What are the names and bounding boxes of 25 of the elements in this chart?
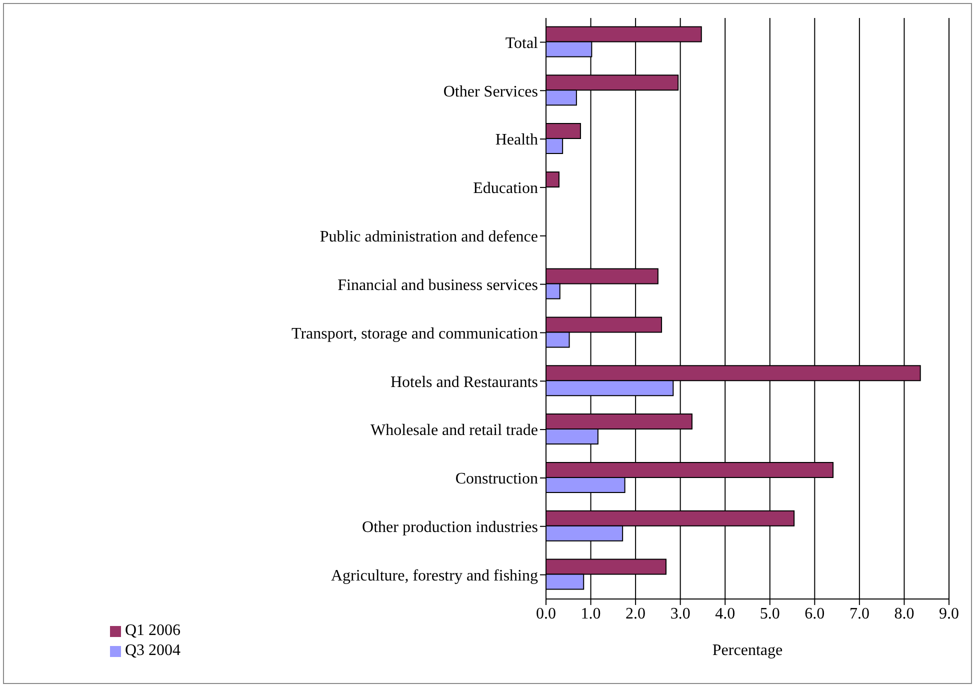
x-tick-label: 9.0 (939, 605, 959, 622)
x-tick-label: 7.0 (849, 605, 870, 622)
y-tick-label: Hotels and Restaurants (390, 374, 538, 391)
x-axis-title: Percentage (712, 642, 783, 659)
x-tick-label: 2.0 (626, 605, 646, 622)
y-tick-label: Health (495, 132, 538, 149)
y-tick-label: Wholesale and retail trade (370, 422, 538, 440)
x-tick-label: 8.0 (894, 605, 914, 622)
y-tick-label: Public administration and defence (320, 228, 538, 246)
x-tick-label: 6.0 (804, 605, 825, 622)
x-tick-label: 1.0 (580, 605, 601, 622)
x-tick-label: 4.0 (715, 605, 736, 622)
y-tick-label: Other production industries (362, 519, 538, 536)
y-tick-label: Education (473, 180, 538, 198)
y-tick-label: Agriculture, forestry and fishing (330, 567, 538, 584)
y-tick-label: Construction (455, 470, 538, 488)
y-tick-label: Total (505, 34, 539, 52)
x-tick-label: 0.0 (536, 605, 556, 622)
legend-label: Q3 2004 (125, 642, 181, 659)
y-tick-label: Transport, storage and communication (292, 325, 538, 342)
x-tick-label: 3.0 (670, 605, 690, 622)
legend-label: Q1 2006 (125, 622, 181, 639)
x-tick-label: 5.0 (760, 605, 780, 622)
y-tick-label: Other Services (443, 83, 538, 100)
y-tick-label: Financial and business services (338, 276, 538, 294)
